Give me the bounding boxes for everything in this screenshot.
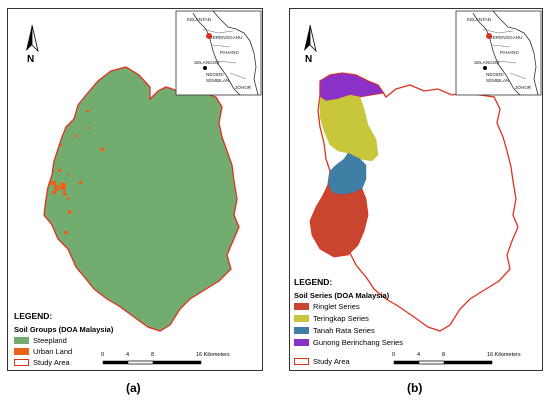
inset-label-selangor: SELANGOR — [194, 60, 220, 65]
region-ringlet — [309, 184, 369, 258]
inset-label-sembilan: SEMBILAN — [206, 78, 229, 83]
legend-item-teringkap: Teringkap Series — [294, 314, 369, 323]
legend-label: Tanah Rata Series — [313, 326, 375, 335]
legend-subtitle: Soil Series (DOA Malaysia) — [294, 291, 390, 300]
legend-subtitle: Soil Groups (DOA Malaysia) — [14, 325, 114, 334]
legend-item-ringlet: Ringlet Series — [294, 302, 360, 311]
inset-label-johor: JOHOR — [235, 85, 252, 90]
legend-item-tanah-rata: Tanah Rata Series — [294, 326, 375, 335]
legend-label: Urban Land — [33, 347, 73, 356]
inset-label-johor: JOHOR — [515, 85, 532, 90]
north-label: N — [305, 54, 312, 65]
study-area-steepland — [43, 66, 240, 332]
legend-label: Steepland — [33, 336, 67, 345]
legend-label: Teringkap Series — [313, 314, 369, 323]
inset-label-terengganu: TERENGGANU — [490, 35, 522, 40]
legend-item-urban-land: Urban Land — [14, 347, 72, 356]
scale-tick-0: 0 — [392, 352, 396, 358]
inset-label-terengganu: TERENGGANU — [210, 35, 242, 40]
location-inset-map: KELANTAN TERENGGANU PAHANG SELANGOR NEGE… — [175, 10, 262, 96]
scale-bar — [393, 360, 493, 365]
scale-tick-16: 16 Kilometers — [196, 352, 230, 358]
inset-label-selangor: SELANGOR — [474, 60, 500, 65]
inset-label-sembilan: SEMBILAN — [486, 78, 509, 83]
legend-label: Study Area — [313, 357, 350, 366]
north-arrow-icon — [26, 24, 39, 53]
legend-label: Study Area — [33, 358, 70, 367]
inset-label-kelantan: KELANTAN — [467, 17, 491, 22]
legend-title: LEGEND: — [14, 311, 53, 321]
legend-title: LEGEND: — [294, 277, 333, 287]
inset-label-pahang: PAHANG — [220, 50, 239, 55]
scale-tick-8: 8 — [442, 352, 446, 358]
caption-b: (b) — [407, 381, 423, 395]
legend-item-gunong-berinchang: Gunong Berinchang Series — [294, 338, 403, 347]
legend-item-study-area: Study Area — [294, 357, 350, 366]
soil-groups-map-canvas: N KELANTAN — [26, 10, 262, 365]
scale-tick-16: 16 Kilometers — [487, 352, 521, 358]
region-teringkap — [319, 94, 379, 162]
legend-swatch — [294, 339, 309, 346]
soil-series-map-canvas: N KELANTAN TERENGGANU PAHANG SELANGOR NE… — [304, 10, 542, 365]
scale-tick-0: 0 — [101, 352, 105, 358]
legend-label: Ringlet Series — [313, 302, 360, 311]
soil-series-map-panel: N KELANTAN TERENGGANU PAHANG SELANGOR NE… — [289, 8, 543, 371]
legend-swatch — [294, 315, 309, 322]
inset-label-negeri: NEGERI — [486, 72, 504, 77]
legend-item-study-area: Study Area — [14, 358, 70, 367]
urban-land-patches — [50, 110, 104, 234]
caption-a: (a) — [126, 381, 141, 395]
soil-groups-map-panel: N KELANTAN — [7, 8, 263, 371]
inset-label-kelantan: KELANTAN — [187, 17, 211, 22]
north-label: N — [27, 54, 34, 65]
inset-label-pahang: PAHANG — [500, 50, 519, 55]
scale-tick-4: 4 — [417, 352, 421, 358]
location-inset-map: KELANTAN TERENGGANU PAHANG SELANGOR NEGE… — [455, 10, 542, 96]
legend-swatch — [14, 337, 29, 344]
legend-label: Gunong Berinchang Series — [313, 338, 404, 347]
legend-swatch — [294, 303, 309, 310]
legend-item-steepland: Steepland — [14, 336, 67, 345]
scale-tick-4: 4 — [126, 352, 130, 358]
legend-swatch — [294, 327, 309, 334]
scale-bar — [102, 360, 202, 365]
inset-label-negeri: NEGERI — [206, 72, 224, 77]
legend-swatch — [14, 348, 29, 355]
scale-tick-8: 8 — [151, 352, 155, 358]
legend-swatch — [294, 358, 309, 365]
north-arrow-icon — [304, 24, 317, 53]
legend-swatch — [14, 359, 29, 366]
